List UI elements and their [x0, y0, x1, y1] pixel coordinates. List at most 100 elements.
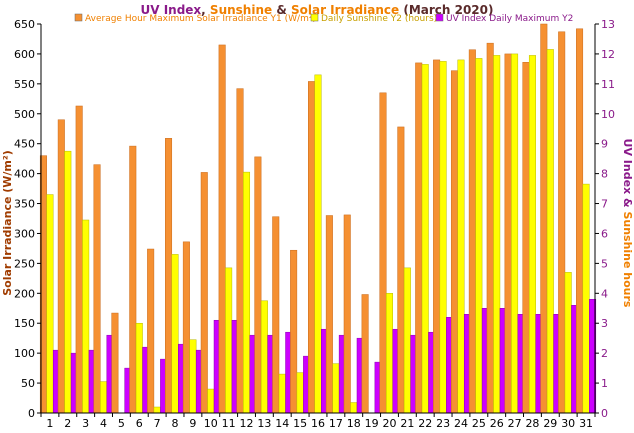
bar-sunshine-day-4 — [100, 381, 108, 414]
bar-solar-day-6 — [129, 145, 137, 414]
x-tick-label: 26 — [490, 417, 504, 430]
y-axis-right-label: UV Index & Sunshine hours — [621, 139, 634, 308]
bar-solar-day-4 — [93, 164, 101, 414]
x-tick-label: 11 — [222, 417, 236, 430]
x-tick-label: 15 — [293, 417, 307, 430]
y-left-tick-label: 200 — [14, 287, 35, 300]
x-tick-label: 23 — [436, 417, 450, 430]
y-left-tick-label: 100 — [14, 347, 35, 360]
x-tick-label: 21 — [400, 417, 414, 430]
x-tick-label: 14 — [275, 417, 289, 430]
y-right-tick-label: 1 — [601, 377, 608, 390]
chart-title-sep2: & — [272, 3, 291, 17]
bar-sunshine-day-14 — [278, 373, 286, 414]
axes-group — [40, 24, 596, 414]
x-tick-label: 13 — [257, 417, 271, 430]
bar-sunshine-day-15 — [296, 372, 304, 414]
bar-solar-day-28 — [522, 62, 530, 414]
chart-title: UV Index, Sunshine & Solar Irradiance (M… — [140, 3, 493, 17]
x-tick-label: 8 — [172, 417, 179, 430]
y-axis-right-label-uv: UV Index — [621, 139, 634, 195]
y-axis-right-label-sun: Sunshine hours — [621, 211, 634, 307]
bar-solar-day-7 — [147, 248, 155, 414]
bar-sunshine-day-26 — [493, 55, 501, 414]
y-left-tick-label: 50 — [21, 377, 35, 390]
x-tick-label: 19 — [365, 417, 379, 430]
bar-solar-day-31 — [576, 28, 584, 414]
x-tick-label: 3 — [82, 417, 89, 430]
bar-solar-day-21 — [397, 126, 405, 414]
y-left-tick-label: 250 — [14, 257, 35, 270]
bar-solar-day-2 — [57, 119, 65, 414]
bars-group — [39, 23, 597, 414]
bar-solar-day-11 — [218, 44, 226, 414]
legend-label-sunshine: Daily Sunshine Y2 (hours) — [321, 14, 437, 24]
bar-solar-day-23 — [433, 59, 441, 414]
y-left-tick-label: 450 — [14, 138, 35, 151]
x-tick-label: 10 — [204, 417, 218, 430]
bar-solar-day-19 — [361, 294, 369, 414]
y-right-tick-label: 13 — [601, 18, 615, 31]
y-right-tick-label: 4 — [601, 287, 608, 300]
bar-solar-day-18 — [343, 214, 351, 414]
bar-sunshine-day-8 — [171, 254, 179, 414]
x-tick-label: 28 — [525, 417, 539, 430]
x-tick-label: 29 — [543, 417, 557, 430]
bar-solar-day-14 — [272, 216, 280, 414]
x-tick-label: 4 — [100, 417, 107, 430]
x-tick-label: 7 — [154, 417, 161, 430]
bar-sunshine-day-11 — [225, 267, 233, 414]
bar-sunshine-day-20 — [385, 293, 393, 414]
x-tick-label: 9 — [189, 417, 196, 430]
chart-title-date: (March 2020) — [399, 3, 493, 17]
bar-sunshine-day-28 — [528, 55, 536, 414]
bar-solar-day-12 — [236, 88, 244, 414]
y-right-tick-label: 3 — [601, 317, 608, 330]
x-tick-label: 5 — [118, 417, 125, 430]
bar-solar-day-29 — [540, 23, 548, 414]
chart-title-solar: Solar Irradiance — [291, 3, 399, 17]
bar-sunshine-day-22 — [421, 64, 429, 414]
bar-sunshine-day-10 — [207, 388, 215, 414]
bar-sunshine-day-17 — [332, 363, 340, 414]
y-right-tick-label: 9 — [601, 138, 608, 151]
bar-solar-day-16 — [308, 81, 315, 414]
y-right-tick-label: 12 — [601, 48, 615, 61]
legend-swatch-solar — [74, 13, 83, 22]
bar-sunshine-day-6 — [135, 322, 143, 414]
bar-sunshine-day-7 — [153, 406, 161, 414]
y-right-tick-label: 7 — [601, 198, 608, 211]
bar-solar-day-20 — [379, 92, 387, 414]
x-tick-label: 6 — [136, 417, 143, 430]
bar-solar-day-8 — [165, 138, 173, 414]
bar-sunshine-day-3 — [82, 219, 90, 414]
legend-label-uv: UV Index Daily Maximum Y2 — [446, 14, 573, 24]
x-tick-label: 31 — [579, 417, 593, 430]
y-right-tick-label: 0 — [601, 407, 608, 420]
y-left-tick-label: 300 — [14, 227, 35, 240]
bar-solar-day-9 — [182, 241, 190, 414]
x-tick-label: 24 — [454, 417, 468, 430]
legend: Average Hour Maximum Solar Irradiance Y1… — [74, 13, 573, 24]
y-right-tick-label: 8 — [601, 168, 608, 181]
bar-sunshine-day-16 — [314, 74, 322, 414]
x-tick-label: 22 — [418, 417, 432, 430]
y-left-tick-label: 550 — [14, 78, 35, 91]
bar-sunshine-day-13 — [260, 300, 268, 414]
x-tick-label: 1 — [46, 417, 53, 430]
bar-sunshine-day-31 — [582, 183, 590, 414]
x-axis-ticks: 1 2 3 4 5 6 7 8 9 10 11 12 13 14 15 16 17 18 19 20 21 22 23 24 2… — [40, 413, 596, 430]
y-right-tick-label: 2 — [601, 347, 608, 360]
legend-swatch-sunshine — [310, 13, 319, 22]
bar-solar-day-30 — [558, 31, 566, 414]
bar-solar-day-27 — [504, 53, 512, 414]
bar-solar-day-25 — [468, 49, 476, 414]
bar-solar-day-13 — [254, 156, 262, 414]
x-tick-label: 30 — [561, 417, 575, 430]
bar-sunshine-day-18 — [350, 402, 358, 414]
bar-solar-day-22 — [415, 62, 423, 414]
bar-sunshine-day-27 — [511, 53, 519, 414]
x-tick-label: 27 — [508, 417, 522, 430]
y-axis-right-label-sep: & — [621, 194, 634, 211]
